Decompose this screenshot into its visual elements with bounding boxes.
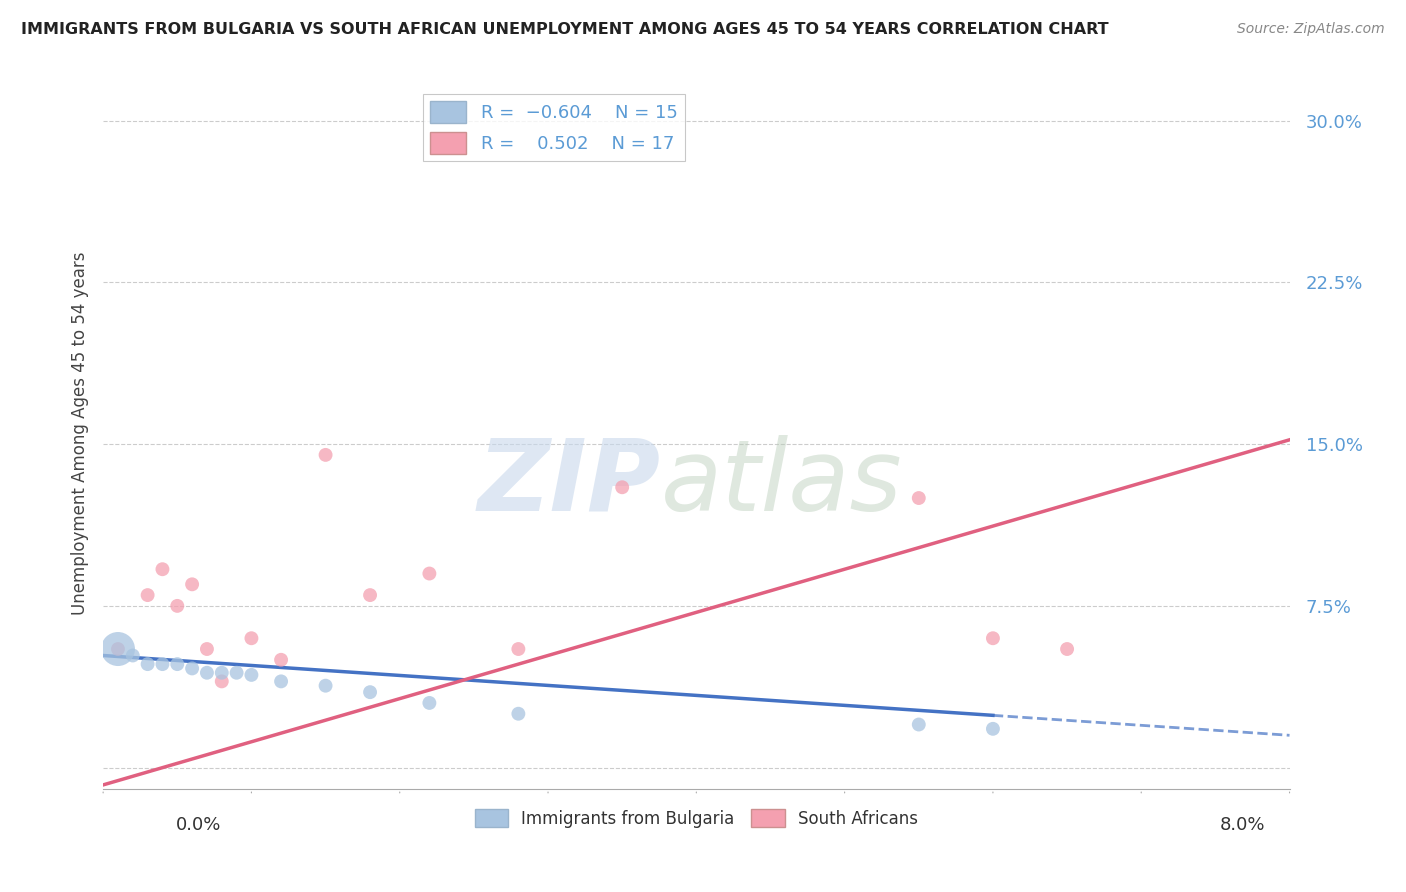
Point bbox=[211, 674, 233, 689]
Point bbox=[181, 661, 204, 675]
Point bbox=[225, 665, 247, 680]
Point bbox=[152, 657, 174, 672]
Point bbox=[107, 642, 129, 657]
Point bbox=[107, 642, 129, 657]
Point bbox=[181, 577, 204, 591]
Point bbox=[121, 648, 143, 663]
Text: Source: ZipAtlas.com: Source: ZipAtlas.com bbox=[1237, 22, 1385, 37]
Point bbox=[359, 685, 381, 699]
Point bbox=[508, 706, 530, 721]
Point bbox=[211, 665, 233, 680]
Point bbox=[270, 674, 292, 689]
Text: 8.0%: 8.0% bbox=[1220, 816, 1265, 834]
Point bbox=[315, 679, 337, 693]
Point bbox=[1056, 642, 1078, 657]
Text: ZIP: ZIP bbox=[478, 434, 661, 532]
Point bbox=[195, 665, 218, 680]
Point bbox=[136, 657, 159, 672]
Point bbox=[359, 588, 381, 602]
Point bbox=[612, 480, 634, 494]
Point bbox=[508, 642, 530, 657]
Text: IMMIGRANTS FROM BULGARIA VS SOUTH AFRICAN UNEMPLOYMENT AMONG AGES 45 TO 54 YEARS: IMMIGRANTS FROM BULGARIA VS SOUTH AFRICA… bbox=[21, 22, 1109, 37]
Point bbox=[240, 632, 263, 646]
Point bbox=[166, 599, 188, 613]
Point bbox=[315, 448, 337, 462]
Text: atlas: atlas bbox=[661, 434, 903, 532]
Point bbox=[195, 642, 218, 657]
Y-axis label: Unemployment Among Ages 45 to 54 years: Unemployment Among Ages 45 to 54 years bbox=[72, 252, 89, 615]
Point bbox=[152, 562, 174, 576]
Point bbox=[981, 722, 1004, 736]
Point bbox=[418, 696, 440, 710]
Point bbox=[166, 657, 188, 672]
Legend: Immigrants from Bulgaria, South Africans: Immigrants from Bulgaria, South Africans bbox=[468, 803, 925, 834]
Point bbox=[136, 588, 159, 602]
Point bbox=[240, 668, 263, 682]
Point bbox=[907, 717, 929, 731]
Text: 0.0%: 0.0% bbox=[176, 816, 221, 834]
Point bbox=[270, 653, 292, 667]
Point bbox=[981, 632, 1004, 646]
Point bbox=[418, 566, 440, 581]
Point bbox=[907, 491, 929, 505]
